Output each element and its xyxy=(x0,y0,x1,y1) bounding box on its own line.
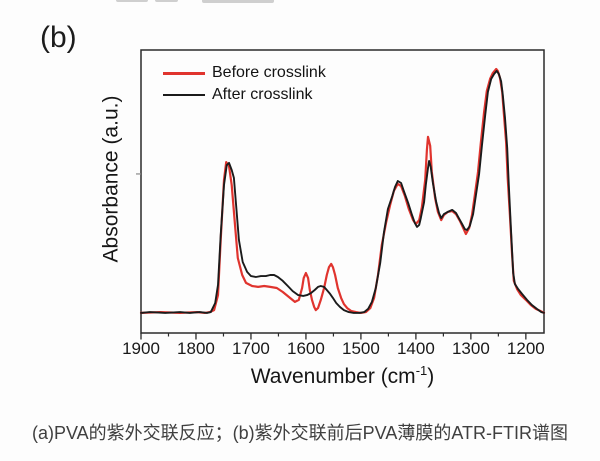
cropped-artifact xyxy=(155,0,178,2)
x-tick-label: 1900 xyxy=(122,339,160,358)
legend-item: After crosslink xyxy=(163,84,326,106)
legend-line-swatch xyxy=(163,71,205,75)
panel-label: (b) xyxy=(40,21,77,54)
x-tick-label: 1300 xyxy=(451,339,490,358)
series-after-crosslink xyxy=(140,69,545,314)
cropped-artifact xyxy=(116,0,148,2)
chart-legend: Before crosslink After crosslink xyxy=(163,62,326,106)
x-tick-label: 1700 xyxy=(232,339,270,358)
plot-frame xyxy=(140,49,545,334)
y-axis-title: Absorbance (a.u.) xyxy=(90,37,132,320)
x-axis-title: Wavenumber (cm-1) xyxy=(141,363,544,389)
figure-caption: (a)PVA的紫外交联反应；(b)紫外交联前后PVA薄膜的ATR-FTIR谱图 xyxy=(31,423,568,443)
cropped-artifact xyxy=(202,0,274,3)
legend-label: After crosslink xyxy=(212,86,313,103)
y-axis-title-text: Absorbance (a.u.) xyxy=(99,95,122,262)
x-axis-title-suffix: ) xyxy=(427,365,435,388)
x-tick-label: 1600 xyxy=(287,339,325,358)
x-tick-label: 1200 xyxy=(506,339,545,358)
x-tick-label: 1400 xyxy=(396,339,435,358)
x-axis-title-exponent: -1 xyxy=(415,363,428,378)
x-tick-label: 1500 xyxy=(341,339,380,358)
legend-label: Before crosslink xyxy=(212,64,326,81)
x-tick-label: 1800 xyxy=(177,339,215,358)
x-axis-title-text: Wavenumber (cm xyxy=(250,365,416,388)
legend-line-swatch xyxy=(163,94,205,96)
legend-item: Before crosslink xyxy=(163,62,326,84)
